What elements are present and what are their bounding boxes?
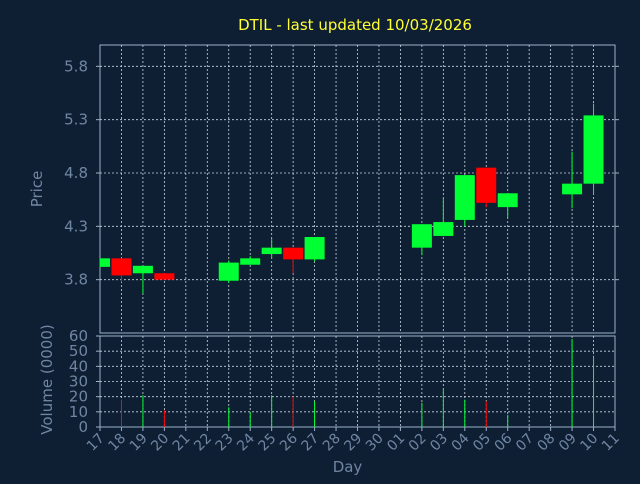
candle-body: [154, 273, 175, 280]
volume-tick-label: 50: [69, 342, 88, 360]
candle-body: [111, 258, 132, 276]
volume-tick-label: 60: [69, 327, 88, 345]
x-tick-label: 22: [191, 431, 215, 455]
price-tick-label: 3.8: [64, 271, 88, 289]
x-tick-label: 10: [577, 431, 601, 455]
candle-body: [476, 167, 497, 203]
x-tick-label: 05: [470, 431, 494, 455]
x-tick-label: 19: [127, 431, 151, 455]
price-axis-label: Price: [28, 171, 46, 208]
candle-body: [218, 262, 239, 281]
volume-tick-label: 20: [69, 388, 88, 406]
x-tick-label: 04: [449, 430, 473, 454]
x-tick-label: 01: [384, 431, 408, 455]
price-panel: 3.8 4.3 4.8 5.3 5.8 Price: [28, 44, 619, 334]
x-axis: 1718192021222324252627282930010203040506…: [84, 427, 623, 476]
candle-body: [433, 222, 454, 236]
candle-body: [411, 224, 432, 248]
x-tick-label: 07: [513, 431, 537, 455]
candle-body: [283, 247, 304, 260]
volume-axis-label: Volume (0000): [38, 324, 56, 434]
price-tick-label: 5.3: [64, 111, 88, 129]
chart-title: DTIL - last updated 10/03/2026: [238, 16, 472, 34]
x-tick-label: 18: [105, 431, 129, 455]
volume-tick-label: 40: [69, 357, 88, 375]
x-tick-label: 29: [341, 431, 365, 455]
volume-tick-label: 30: [69, 373, 88, 391]
price-tick-label: 4.8: [64, 164, 88, 182]
x-tick-label: 09: [556, 431, 580, 455]
x-tick-label: 26: [277, 430, 301, 454]
candle-body: [583, 115, 604, 184]
price-tick-label: 4.3: [64, 217, 88, 235]
x-tick-label: 28: [320, 431, 344, 455]
candle-body: [132, 265, 153, 274]
x-tick-label: 11: [599, 431, 623, 455]
x-tick-label: 25: [256, 431, 280, 455]
volume-tick-label: 10: [69, 403, 88, 421]
candle-body: [261, 247, 282, 255]
x-tick-label: 20: [148, 431, 172, 455]
x-axis-label: Day: [333, 458, 363, 476]
candle-body: [497, 193, 518, 208]
price-tick-label: 5.8: [64, 57, 88, 75]
x-tick-label: 08: [535, 431, 559, 455]
candle-body: [304, 237, 325, 260]
candle-body: [562, 183, 583, 195]
candle-body: [454, 175, 475, 220]
candle-body: [240, 258, 261, 265]
x-tick-label: 06: [492, 430, 516, 454]
x-tick-label: 03: [427, 431, 451, 455]
x-tick-label: 21: [170, 431, 194, 455]
x-tick-label: 27: [298, 431, 322, 455]
x-tick-label: 23: [213, 431, 237, 455]
candle-body: [100, 258, 110, 267]
x-tick-label: 30: [363, 431, 387, 455]
x-tick-label: 24: [234, 430, 258, 454]
volume-tick-label: 0: [78, 418, 88, 436]
x-tick-label: 02: [406, 431, 430, 455]
